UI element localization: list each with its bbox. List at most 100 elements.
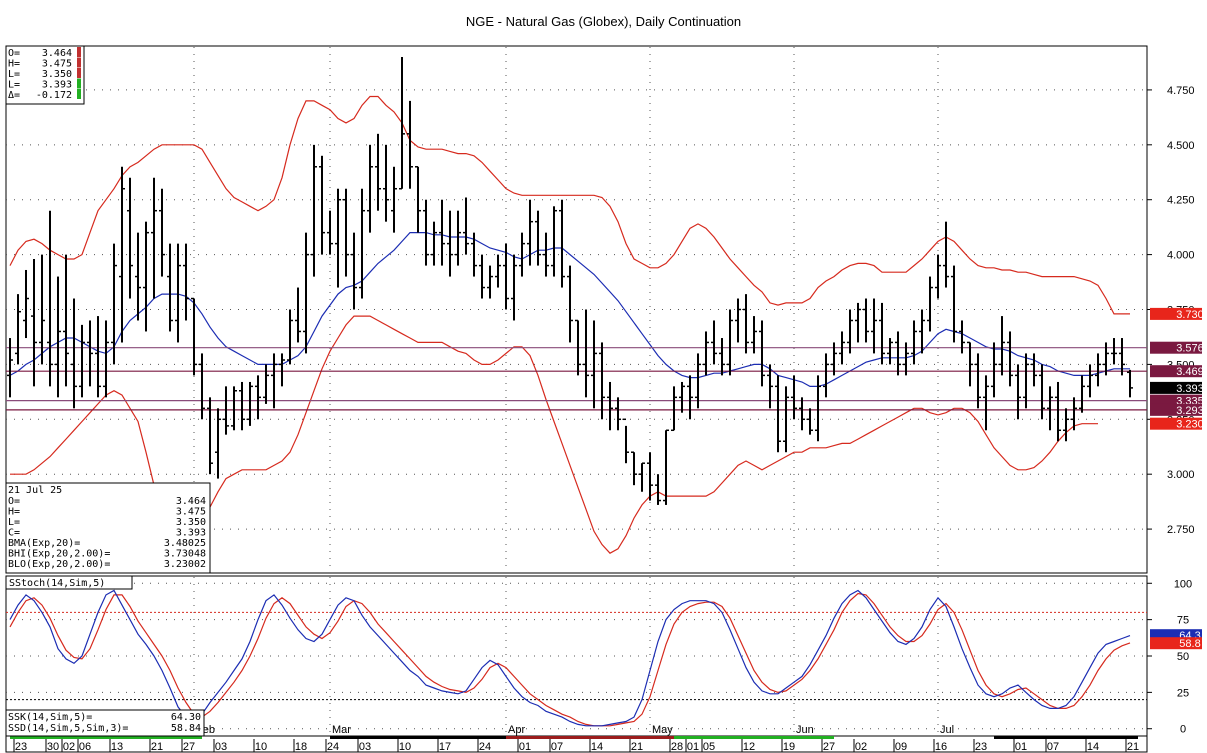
stochastic-lines xyxy=(9,589,1131,727)
date-axis-band xyxy=(330,736,506,739)
price-bar xyxy=(871,298,877,354)
price-bar xyxy=(687,375,693,420)
info-label: BLO(Exp,20,2.00)= xyxy=(8,559,110,570)
price-bar xyxy=(439,199,445,266)
price-bar xyxy=(919,309,925,354)
price-bar xyxy=(1071,397,1077,431)
price-bar xyxy=(1015,364,1021,420)
price-tick-label: 3.000 xyxy=(1167,469,1195,481)
price-bar xyxy=(1111,338,1117,365)
day-label: 12 xyxy=(743,741,755,753)
price-bar xyxy=(383,144,389,222)
price-bar xyxy=(695,353,701,409)
price-tick-label: 4.000 xyxy=(1167,250,1195,262)
quote-mark xyxy=(77,57,81,68)
month-label: Jun xyxy=(796,724,814,736)
price-bar xyxy=(943,221,949,288)
price-bar xyxy=(87,320,93,387)
price-bar xyxy=(1087,364,1093,398)
day-label: 09 xyxy=(895,741,907,753)
price-bar xyxy=(983,375,989,431)
info-label: BHI(Exp,20,2.00)= xyxy=(8,549,110,560)
stoch-value: 58.84 xyxy=(171,723,201,734)
price-bar xyxy=(991,342,997,398)
month-label: Mar xyxy=(332,724,351,736)
price-bar xyxy=(399,56,405,190)
price-bar xyxy=(215,408,221,479)
price-bar xyxy=(895,331,901,376)
bollinger-upper-line xyxy=(9,95,1130,315)
price-bar xyxy=(911,320,917,365)
price-bar xyxy=(183,243,189,321)
price-bar xyxy=(631,451,637,486)
price-bar xyxy=(519,232,525,277)
month-label: Jul xyxy=(940,724,954,736)
stoch-tick-label: 25 xyxy=(1177,687,1189,699)
day-label: 13 xyxy=(111,741,123,753)
price-bar xyxy=(783,386,789,453)
price-bar xyxy=(903,342,909,376)
day-label: 23 xyxy=(975,741,987,753)
price-bar xyxy=(607,381,613,431)
price-bar xyxy=(927,276,933,332)
price-marker-box xyxy=(1150,341,1202,354)
day-label: 21 xyxy=(1127,741,1139,753)
price-marker: 3.730 xyxy=(1150,307,1204,321)
horizontal-levels xyxy=(6,347,1147,411)
price-bar xyxy=(1047,386,1053,431)
price-bar xyxy=(335,188,341,288)
stoch-markers: 64.358.8 xyxy=(1150,629,1202,650)
price-bar xyxy=(807,408,813,435)
price-bar xyxy=(167,243,173,332)
day-label: 01 xyxy=(1015,741,1027,753)
price-bar xyxy=(575,319,581,376)
price-bar xyxy=(359,188,365,299)
price-bar xyxy=(511,254,517,321)
price-marker-box xyxy=(1150,307,1202,320)
price-bar xyxy=(407,100,413,189)
stoch-title: SStoch(14,Sim,5) xyxy=(9,578,105,589)
price-bar xyxy=(271,353,277,409)
price-bar xyxy=(823,353,829,398)
day-label: 03 xyxy=(359,741,371,753)
price-bar xyxy=(959,320,965,354)
day-label: 24 xyxy=(479,741,491,753)
quote-value: 3.393 xyxy=(42,80,72,91)
info-value: 3.393 xyxy=(176,528,206,539)
day-label: 21 xyxy=(631,741,643,753)
price-bar xyxy=(623,418,629,464)
price-bar xyxy=(647,452,653,501)
price-bar xyxy=(71,298,77,409)
price-bar xyxy=(239,381,245,431)
day-label: 10 xyxy=(255,741,267,753)
day-label: 24 xyxy=(327,741,339,753)
price-bar xyxy=(759,320,765,387)
price-bar xyxy=(775,375,781,453)
price-bar xyxy=(287,309,293,365)
price-bar xyxy=(39,254,45,365)
info-value: 3.48025 xyxy=(164,538,206,549)
price-bar xyxy=(207,397,213,475)
day-label: 23 xyxy=(15,741,27,753)
price-bar xyxy=(151,177,157,299)
quote-label: H= xyxy=(8,59,20,70)
price-bar xyxy=(1039,364,1045,420)
price-bar xyxy=(1079,375,1085,413)
price-marker-label: 3.730 xyxy=(1176,309,1204,321)
day-label: 05 xyxy=(703,741,715,753)
price-marker-box xyxy=(1150,381,1202,394)
quote-value: 3.475 xyxy=(42,59,72,70)
price-bar xyxy=(679,381,685,413)
day-label: 14 xyxy=(591,741,603,753)
price-bar xyxy=(471,232,477,277)
price-marker-box xyxy=(1150,394,1202,407)
date-axis-band xyxy=(674,736,834,739)
price-bar xyxy=(559,199,565,288)
stoch-tick-label: 0 xyxy=(1180,724,1186,736)
price-bar xyxy=(767,364,773,409)
price-bar xyxy=(1007,331,1013,387)
info-label: C= xyxy=(8,528,20,539)
price-bar xyxy=(703,331,709,376)
day-label: 21 xyxy=(151,741,163,753)
